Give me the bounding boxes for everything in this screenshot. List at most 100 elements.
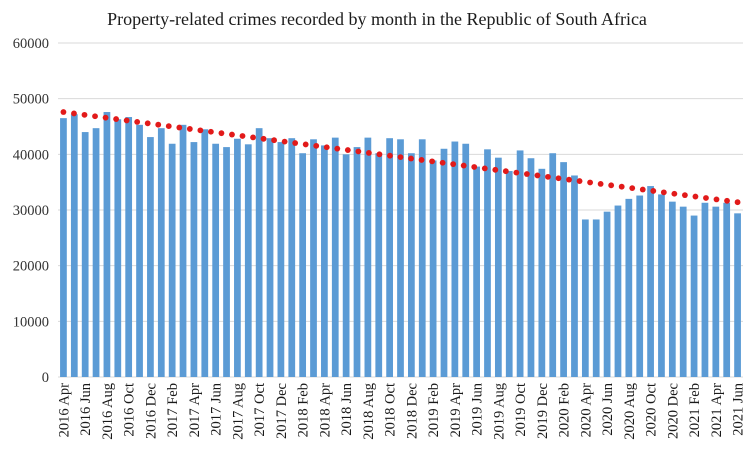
bar <box>223 147 230 377</box>
bar <box>658 194 665 377</box>
x-tick-label: 2019 Feb <box>426 383 442 437</box>
trend-dot <box>502 168 509 175</box>
bar <box>668 201 676 377</box>
bar <box>494 157 502 377</box>
trend-dot <box>334 145 341 152</box>
trend-dot <box>492 166 499 173</box>
trend-dot <box>681 192 688 199</box>
bar <box>179 124 187 377</box>
trend-dot <box>102 114 109 121</box>
trend-dot <box>260 135 267 142</box>
y-tick-label: 10000 <box>13 314 49 330</box>
x-tick-label: 2017 Jun <box>209 382 225 436</box>
trend-dot <box>81 111 88 118</box>
trend-dot <box>481 165 488 172</box>
bar <box>473 166 480 377</box>
trend-dot <box>692 193 699 200</box>
trend-dot <box>534 172 541 179</box>
x-tick-label: 2017 Aug <box>230 383 246 440</box>
bar <box>484 149 491 377</box>
trend-dot <box>450 161 457 168</box>
trend-dot <box>123 117 130 124</box>
trend-dot <box>71 110 77 117</box>
bar <box>440 148 448 377</box>
x-tick-label: 2016 Oct <box>122 383 138 437</box>
trend-dot <box>724 197 730 204</box>
bar <box>712 206 720 377</box>
trend-dot <box>92 113 98 120</box>
trend-dot <box>271 137 278 144</box>
trend-dot <box>629 185 636 192</box>
trend-dot <box>439 159 446 166</box>
bar <box>147 137 154 377</box>
trend-dot <box>460 162 467 169</box>
bar <box>266 138 274 377</box>
y-tick-label: 30000 <box>13 203 49 219</box>
x-tick-label: 2020 Dec <box>665 383 681 439</box>
bar <box>136 124 143 377</box>
x-tick-label: 2018 Feb <box>296 383 312 437</box>
trend-dot <box>566 176 572 183</box>
bar <box>603 211 611 377</box>
trend-dot <box>355 148 362 155</box>
bar <box>527 158 535 377</box>
x-tick-label: 2017 Dec <box>274 383 290 439</box>
x-tick-label: 2016 Aug <box>100 383 116 440</box>
x-tick-label: 2018 Dec <box>404 383 420 439</box>
trend-dot <box>292 140 299 146</box>
bar <box>234 138 241 377</box>
bar <box>647 186 654 377</box>
chart-title: Property-related crimes recorded by mont… <box>107 9 647 29</box>
bar <box>505 171 513 377</box>
trend-dot <box>513 169 520 176</box>
bar <box>310 139 317 377</box>
trend-dot <box>587 179 593 186</box>
x-tick-label: 2021 Apr <box>709 383 725 438</box>
trend-dot <box>576 178 583 184</box>
trend-dot <box>239 133 246 139</box>
y-tick-label: 0 <box>42 370 49 386</box>
bar <box>516 150 524 377</box>
x-tick-label: 2017 Oct <box>252 383 268 437</box>
trend-dot <box>387 152 393 159</box>
x-tick-label: 2017 Apr <box>187 383 203 438</box>
trend-dot <box>418 157 425 163</box>
bar <box>125 117 133 377</box>
bar <box>386 138 393 377</box>
trend-dot <box>229 131 235 138</box>
trend-dot <box>597 180 604 187</box>
bar <box>723 202 731 377</box>
trend-dot <box>197 127 204 134</box>
x-tick-label: 2021 Jun <box>731 382 747 436</box>
bar <box>331 137 339 377</box>
x-tick-label: 2018 Oct <box>383 383 399 437</box>
trend-dot <box>60 109 67 115</box>
trend-dot <box>429 158 435 165</box>
bar <box>342 154 350 377</box>
x-tick-label: 2020 Oct <box>644 383 660 437</box>
bar <box>571 175 578 377</box>
trend-dot <box>165 123 172 130</box>
bar <box>418 139 426 377</box>
bar <box>92 128 100 377</box>
bar <box>353 147 361 377</box>
x-tick-label: 2021 Feb <box>687 383 703 437</box>
x-tick-label: 2018 Jun <box>339 382 355 436</box>
trend-dot <box>523 171 530 177</box>
bar <box>690 215 698 377</box>
y-tick-label: 40000 <box>13 147 49 163</box>
trend-dot <box>639 186 646 193</box>
bar <box>364 137 372 377</box>
bar <box>408 153 415 377</box>
bar <box>462 143 470 377</box>
trend-dot <box>134 118 141 125</box>
bar <box>244 144 252 377</box>
trend-dot <box>313 142 320 149</box>
x-tick-label: 2020 Jun <box>600 382 616 436</box>
trend-dot <box>471 164 478 170</box>
y-tick-label: 50000 <box>13 92 49 108</box>
bar <box>734 213 741 377</box>
bar <box>375 153 383 377</box>
bar <box>549 153 557 377</box>
bar <box>636 195 644 377</box>
